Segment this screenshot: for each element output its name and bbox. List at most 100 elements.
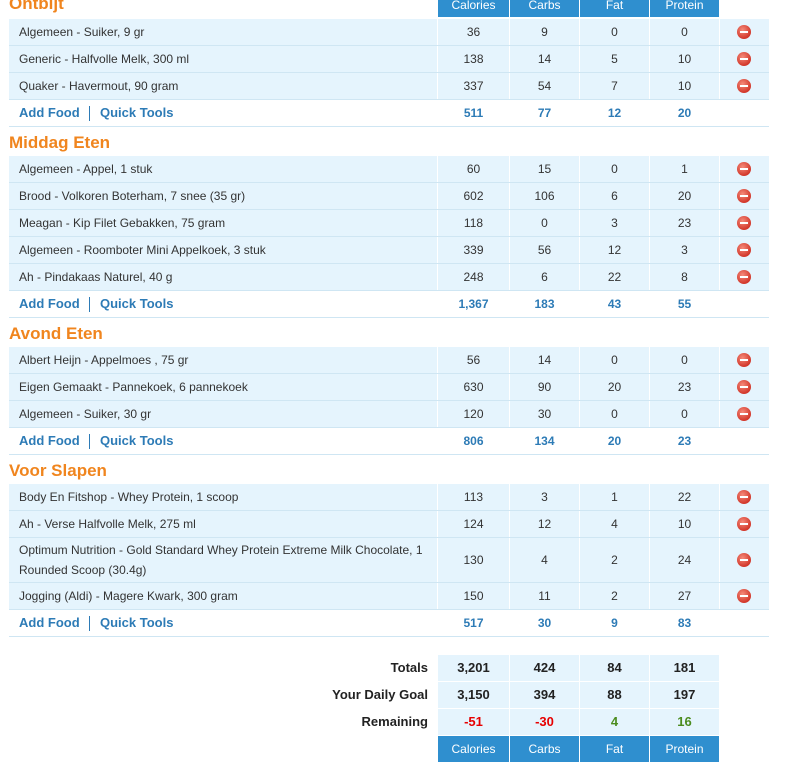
totals-carbs: 424 (510, 655, 579, 681)
entry-fat: 0 (611, 353, 618, 367)
remove-entry-icon[interactable] (737, 517, 751, 531)
add-food-link[interactable]: Add Food (19, 433, 80, 448)
meal-total-protein: 55 (677, 297, 692, 311)
entry-fat: 3 (611, 216, 618, 230)
food-entry-name[interactable]: Algemeen - Appel, 1 stuk (19, 162, 153, 176)
meal-footer-middag-eten: Add Food Quick Tools 1,367 183 43 55 (9, 291, 769, 318)
entry-protein: 8 (681, 270, 688, 284)
entry-carbs: 30 (537, 407, 552, 421)
food-entry-row[interactable]: Ah - Verse Halfvolle Melk, 275 ml 124 12… (9, 511, 769, 538)
food-entry-name[interactable]: Body En Fitshop - Whey Protein, 1 scoop (19, 490, 239, 504)
entry-fat: 6 (611, 189, 618, 203)
remove-entry-icon[interactable] (737, 189, 751, 203)
goal-calories: 3,150 (438, 682, 509, 708)
food-entry-row[interactable]: Eigen Gemaakt - Pannekoek, 6 pannekoek 6… (9, 374, 769, 401)
entry-carbs: 11 (538, 589, 551, 603)
entry-fat: 4 (611, 517, 618, 531)
food-entry-name[interactable]: Meagan - Kip Filet Gebakken, 75 gram (19, 216, 226, 230)
entry-protein: 22 (677, 490, 692, 504)
remove-entry-icon[interactable] (737, 407, 751, 421)
quick-tools-link[interactable]: Quick Tools (100, 433, 174, 448)
food-entry-name[interactable]: Brood - Volkoren Boterham, 7 snee (35 gr… (19, 189, 246, 203)
col-footer-calories: Calories (438, 736, 509, 762)
entry-fat: 12 (607, 243, 622, 257)
add-food-link[interactable]: Add Food (19, 615, 80, 630)
entry-carbs: 54 (537, 79, 552, 93)
food-entry-row[interactable]: Albert Heijn - Appelmoes , 75 gr 56 14 0… (9, 347, 769, 374)
meal-total-carbs: 134 (534, 434, 555, 448)
entry-fat: 0 (611, 162, 618, 176)
entry-protein: 0 (681, 407, 688, 421)
remove-entry-icon[interactable] (737, 216, 751, 230)
entry-calories: 56 (466, 353, 481, 367)
food-entry-name[interactable]: Quaker - Havermout, 90 gram (19, 79, 179, 93)
food-entry-row[interactable]: Algemeen - Suiker, 9 gr 36 9 0 0 (9, 19, 769, 46)
entry-carbs: 9 (541, 25, 548, 39)
meal-total-carbs: 183 (534, 297, 555, 311)
remove-entry-icon[interactable] (737, 162, 751, 176)
quick-tools-link[interactable]: Quick Tools (100, 105, 174, 120)
remove-entry-icon[interactable] (737, 270, 751, 284)
col-header-fat: Fat (580, 0, 649, 17)
entry-protein: 0 (681, 25, 688, 39)
food-entry-row[interactable]: Meagan - Kip Filet Gebakken, 75 gram 118… (9, 210, 769, 237)
add-food-link[interactable]: Add Food (19, 296, 80, 311)
remove-entry-icon[interactable] (737, 79, 751, 93)
food-entry-name[interactable]: Ah - Pindakaas Naturel, 40 g (19, 270, 173, 284)
food-entry-name[interactable]: Algemeen - Suiker, 9 gr (19, 25, 145, 39)
entry-protein: 27 (677, 589, 692, 603)
food-entry-row[interactable]: Brood - Volkoren Boterham, 7 snee (35 gr… (9, 183, 769, 210)
quick-tools-link[interactable]: Quick Tools (100, 615, 174, 630)
remove-entry-icon[interactable] (737, 490, 751, 504)
totals-fat: 84 (580, 655, 649, 681)
remove-entry-icon[interactable] (737, 52, 751, 66)
meal-footer-avond-eten: Add Food Quick Tools 806 134 20 23 (9, 428, 769, 455)
food-entry-name[interactable]: Algemeen - Roomboter Mini Appelkoek, 3 s… (19, 243, 266, 257)
food-entry-name[interactable]: Algemeen - Suiker, 30 gr (19, 407, 152, 421)
totals-calories: 3,201 (438, 655, 509, 681)
entry-protein: 3 (681, 243, 688, 257)
remove-entry-icon[interactable] (737, 589, 751, 603)
food-entry-name[interactable]: Eigen Gemaakt - Pannekoek, 6 pannekoek (19, 380, 248, 394)
add-food-link[interactable]: Add Food (19, 105, 80, 120)
link-separator (89, 297, 90, 312)
food-entry-name[interactable]: Generic - Halfvolle Melk, 300 ml (19, 52, 190, 66)
food-entry-row[interactable]: Jogging (Aldi) - Magere Kwark, 300 gram … (9, 583, 769, 610)
remaining-calories: -51 (438, 709, 509, 735)
meal-total-calories: 1,367 (458, 297, 489, 311)
col-header-protein: Protein (650, 0, 719, 17)
remaining-label: Remaining (361, 714, 428, 729)
meal-total-calories: 806 (463, 434, 484, 448)
quick-tools-link[interactable]: Quick Tools (100, 296, 174, 311)
remove-entry-icon[interactable] (737, 25, 751, 39)
food-entry-row[interactable]: Body En Fitshop - Whey Protein, 1 scoop … (9, 484, 769, 511)
entry-carbs: 90 (537, 380, 552, 394)
food-entry-row[interactable]: Optimum Nutrition - Gold Standard Whey P… (9, 538, 769, 583)
entry-protein: 10 (677, 517, 692, 531)
entry-fat: 22 (607, 270, 622, 284)
food-entry-row[interactable]: Algemeen - Suiker, 30 gr 120 30 0 0 (9, 401, 769, 428)
totals-protein: 181 (650, 655, 719, 681)
food-entry-row[interactable]: Algemeen - Appel, 1 stuk 60 15 0 1 (9, 156, 769, 183)
entry-calories: 150 (463, 589, 484, 603)
food-entry-row[interactable]: Algemeen - Roomboter Mini Appelkoek, 3 s… (9, 237, 769, 264)
food-entry-name[interactable]: Jogging (Aldi) - Magere Kwark, 300 gram (19, 589, 238, 603)
meal-footer-ontbijt: Add Food Quick Tools 511 77 12 20 (9, 100, 769, 127)
food-entry-row[interactable]: Generic - Halfvolle Melk, 300 ml 138 14 … (9, 46, 769, 73)
remove-entry-icon[interactable] (737, 353, 751, 367)
remove-entry-icon[interactable] (737, 553, 751, 567)
entry-calories: 602 (463, 189, 484, 203)
entry-calories: 337 (463, 79, 484, 93)
entry-protein: 20 (677, 189, 692, 203)
remove-entry-icon[interactable] (737, 380, 751, 394)
food-entry-row[interactable]: Ah - Pindakaas Naturel, 40 g 248 6 22 8 (9, 264, 769, 291)
food-entry-name[interactable]: Albert Heijn - Appelmoes , 75 gr (19, 353, 189, 367)
entry-protein: 23 (677, 380, 692, 394)
remove-entry-icon[interactable] (737, 243, 751, 257)
food-entry-row[interactable]: Quaker - Havermout, 90 gram 337 54 7 10 (9, 73, 769, 100)
entry-fat: 5 (611, 52, 618, 66)
food-entry-name[interactable]: Optimum Nutrition - Gold Standard Whey P… (19, 543, 423, 577)
food-entry-name[interactable]: Ah - Verse Halfvolle Melk, 275 ml (19, 517, 196, 531)
entry-carbs: 3 (541, 490, 548, 504)
meal-total-calories: 517 (463, 616, 484, 630)
